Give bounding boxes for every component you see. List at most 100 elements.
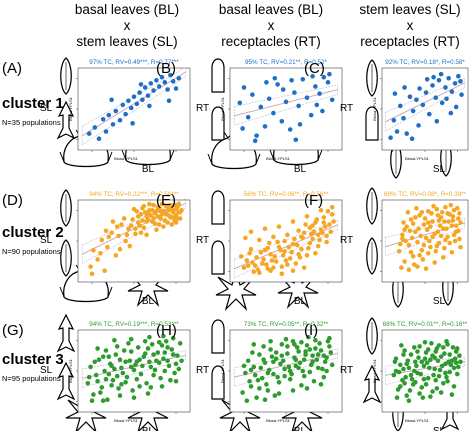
data-point: [119, 382, 124, 387]
scatter-panel-9: 68% TC, RV=0.01**, R=0.16**(I)RTSLBlosd-…: [304, 321, 469, 431]
data-point: [152, 367, 158, 373]
column-header-2-line2: x: [268, 18, 275, 33]
data-point: [423, 266, 429, 271]
data-point: [173, 86, 179, 91]
data-point: [457, 236, 462, 242]
data-point: [422, 356, 428, 362]
column-header-2-line1: basal leaves (BL): [219, 2, 323, 17]
data-point: [436, 78, 442, 83]
data-point: [114, 344, 120, 349]
data-point: [109, 363, 114, 369]
data-point: [282, 373, 287, 379]
scatter-panel-2: 95% TC, RV=0.21**, R=0.52*(B)RTBLBlosd-Y…: [156, 59, 343, 175]
data-point: [444, 374, 449, 380]
data-point: [134, 376, 140, 382]
data-point: [304, 386, 310, 391]
data-point: [318, 382, 324, 387]
data-point: [179, 358, 184, 364]
data-point: [438, 71, 444, 77]
data-point: [308, 112, 314, 118]
data-point: [399, 343, 404, 348]
data-point: [317, 341, 322, 346]
data-point: [123, 359, 128, 365]
data-point: [88, 264, 93, 269]
data-point: [283, 99, 289, 105]
data-point: [402, 85, 407, 90]
data-point: [328, 229, 334, 235]
data-point: [244, 398, 250, 404]
data-point: [252, 263, 258, 268]
data-point: [397, 241, 403, 247]
data-point: [446, 75, 451, 81]
data-point: [315, 352, 321, 357]
data-point: [264, 262, 269, 267]
data-point: [406, 365, 412, 371]
data-point: [301, 265, 307, 270]
data-point: [120, 102, 126, 108]
data-point: [427, 365, 432, 371]
data-point: [268, 347, 273, 352]
data-point: [172, 370, 177, 376]
column-header-2: basal leaves (BL) x receptacles (RT): [219, 2, 323, 49]
data-point: [144, 232, 149, 238]
data-point: [279, 264, 285, 269]
data-point: [437, 223, 443, 228]
data-point: [123, 379, 128, 385]
data-point: [443, 237, 448, 243]
data-point: [296, 252, 301, 257]
data-point: [137, 90, 142, 95]
confidence-band: [233, 84, 339, 126]
data-point: [293, 261, 299, 266]
data-point: [162, 350, 168, 355]
y-side-label: SL: [40, 235, 53, 246]
data-point: [438, 390, 444, 395]
data-point: [453, 360, 459, 366]
data-point: [454, 346, 460, 351]
panel-letter: (D): [2, 192, 23, 209]
data-point: [271, 234, 276, 240]
data-point: [431, 372, 436, 378]
data-point: [303, 222, 308, 227]
y-side-label: RT: [196, 365, 209, 376]
data-point: [279, 119, 285, 124]
column-header-3-line3: receptacles (RT): [360, 34, 460, 49]
data-point: [410, 108, 416, 114]
data-point: [95, 346, 100, 351]
column-header-1-line2: x: [124, 18, 131, 33]
data-point: [392, 91, 398, 96]
panel-annotation: 56% TC, RV=0.06**, R=0.56**: [244, 191, 329, 198]
data-point: [391, 117, 397, 123]
data-point: [444, 226, 449, 231]
data-point: [432, 366, 437, 372]
data-point: [414, 97, 419, 103]
data-point: [254, 395, 259, 400]
data-point: [436, 218, 442, 223]
data-point: [397, 384, 403, 389]
data-point: [290, 388, 296, 393]
data-point: [276, 391, 282, 396]
data-point: [443, 85, 448, 90]
panel-letter: (C): [304, 60, 325, 77]
scatter-panels: 97% TC, RV=0.49***, R=0.77***(A)SLBLBlos…: [2, 59, 469, 431]
data-point: [434, 119, 440, 124]
panel-letter: (E): [156, 192, 176, 209]
data-point: [297, 360, 303, 366]
data-point: [421, 363, 427, 369]
data-point: [130, 217, 135, 222]
data-point: [261, 257, 266, 262]
data-point: [110, 219, 116, 224]
data-point: [109, 383, 114, 388]
data-point: [238, 254, 244, 259]
data-point: [126, 226, 131, 231]
column-header-1: basal leaves (BL) x stem leaves (SL): [75, 2, 179, 49]
data-point: [456, 73, 461, 79]
data-point: [290, 268, 296, 274]
data-point: [126, 98, 131, 104]
data-point: [96, 357, 102, 363]
data-point: [329, 204, 335, 210]
column-header-3-line2: x: [407, 18, 414, 33]
data-point: [404, 393, 410, 398]
data-point: [140, 97, 145, 103]
y-axis-label: Blosd-YPLS1: [220, 358, 225, 383]
data-point: [124, 232, 130, 238]
